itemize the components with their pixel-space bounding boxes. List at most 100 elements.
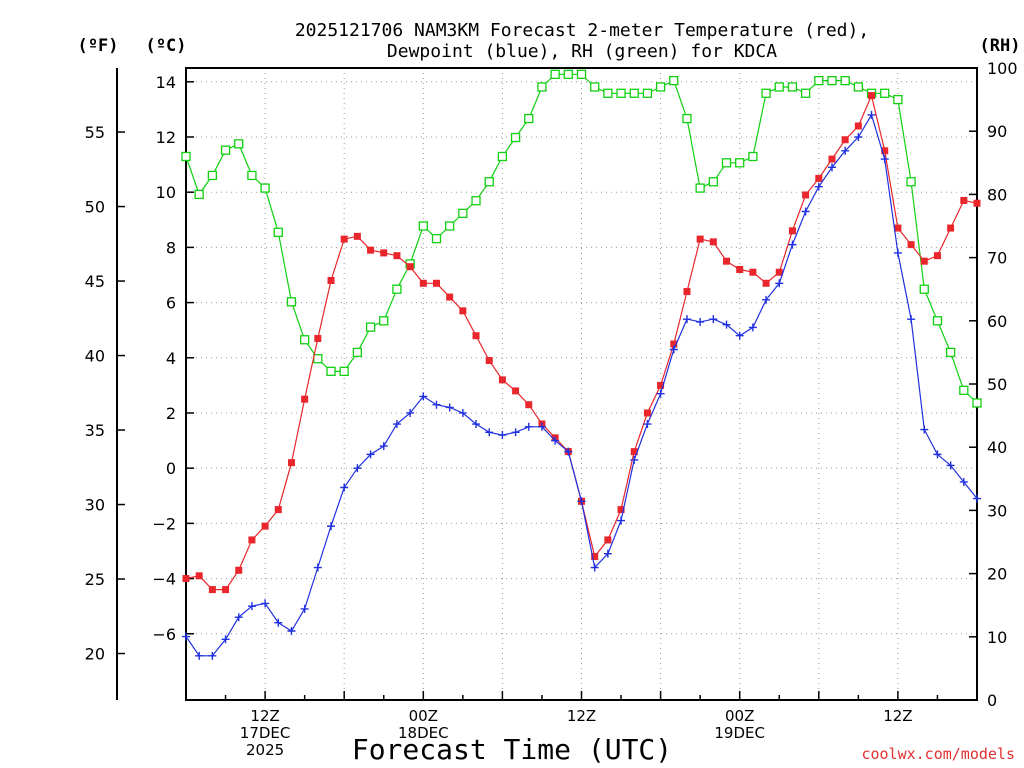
dewpoint-point — [537, 422, 546, 431]
celsius-tick-label: 8 — [166, 238, 176, 257]
rh-point — [524, 113, 534, 124]
temperature-point — [907, 241, 915, 249]
temperature-point — [723, 257, 731, 265]
temperature-point — [815, 174, 823, 182]
rh-point — [379, 316, 389, 326]
rh-point — [299, 335, 310, 345]
dewpoint-point — [669, 345, 678, 354]
rh-point — [972, 398, 982, 408]
time-tick-label: 18DEC — [398, 724, 449, 742]
fahrenheit-axis-label: (ºF) — [78, 36, 119, 56]
dewpoint-point — [854, 132, 863, 141]
temperature-point — [314, 334, 322, 342]
rh-point — [642, 88, 653, 98]
dewpoint-point — [498, 431, 507, 440]
dewpoint-point — [445, 403, 454, 412]
temperature-point — [828, 155, 836, 163]
temperature-point — [380, 249, 388, 257]
dewpoint-point — [814, 182, 823, 191]
rh-point — [919, 284, 929, 294]
temperature-point — [881, 147, 889, 155]
rh-point — [510, 132, 521, 143]
dewpoint-point — [788, 240, 797, 249]
time-tick-label: 00Z — [725, 707, 754, 725]
dewpoint-point — [577, 497, 586, 506]
rh-tick-label: 80 — [987, 185, 1007, 204]
rh-point — [616, 88, 626, 98]
rh-tick-label: 90 — [987, 122, 1007, 141]
dewpoint-point — [893, 248, 902, 257]
dewpoint-point — [748, 323, 757, 332]
dewpoint-point — [841, 146, 850, 155]
temperature-point — [274, 506, 282, 514]
dewpoint-point — [274, 618, 283, 627]
dewpoint-point — [920, 425, 929, 434]
dewpoint-point — [195, 651, 204, 660]
temperature-point — [933, 252, 941, 260]
temperature-point — [525, 401, 533, 409]
time-tick-label: 12Z — [567, 707, 596, 725]
temperature-point — [657, 381, 665, 389]
temperature-point — [643, 409, 651, 417]
dewpoint-point — [907, 315, 916, 324]
time-tick-label: 12Z — [250, 707, 279, 725]
celsius-tick-label: 0 — [166, 459, 176, 478]
rh-point — [590, 82, 600, 92]
dewpoint-point — [340, 483, 349, 492]
rh-point — [893, 94, 903, 105]
rh-point — [431, 233, 442, 244]
dewpoint-point — [590, 563, 599, 572]
dewpoint-point — [392, 420, 401, 429]
time-tick-label: 19DEC — [714, 724, 765, 742]
temperature-point — [947, 224, 955, 232]
temperature-point — [195, 572, 203, 580]
rh-point — [814, 75, 824, 86]
temperature-point — [920, 257, 928, 265]
celsius-tick-label: −4 — [152, 570, 176, 589]
chart-title-line-2: Dewpoint (blue), RH (green) for KDCA — [387, 41, 777, 62]
temperature-point — [894, 224, 902, 232]
credit-text[interactable]: coolwx.com/models — [861, 745, 1015, 763]
temperature-point — [591, 552, 599, 560]
rh-point — [721, 158, 732, 168]
dewpoint-point — [959, 477, 968, 486]
dewpoint-point — [353, 464, 362, 473]
rh-point — [655, 82, 666, 92]
temperature-point — [182, 575, 190, 583]
temperature-point — [459, 307, 467, 315]
temperature-point — [749, 268, 757, 276]
dewpoint-point — [801, 207, 810, 216]
temperature-point — [248, 536, 256, 544]
dewpoint-point — [867, 110, 876, 119]
temperature-point — [696, 235, 704, 243]
temperature-point — [775, 268, 783, 276]
dewpoint-point — [722, 320, 731, 329]
rh-point — [273, 227, 283, 237]
rh-point — [339, 366, 349, 377]
dewpoint-point — [221, 635, 230, 644]
rh-point — [761, 88, 771, 98]
dewpoint-point — [551, 436, 560, 445]
rh-point — [945, 347, 956, 358]
temperature-point — [222, 586, 230, 594]
temperature-point — [736, 265, 744, 273]
dewpoint-point — [880, 155, 889, 164]
dewpoint-series — [182, 110, 981, 660]
temperature-point — [446, 293, 454, 301]
celsius-tick-label: −2 — [152, 514, 176, 533]
dewpoint-point — [472, 420, 481, 429]
temperature-point — [353, 232, 361, 240]
dewpoint-point — [630, 455, 639, 464]
dewpoint-point — [762, 295, 771, 304]
celsius-tick-label: 2 — [166, 404, 176, 423]
temperature-point — [854, 122, 862, 130]
dewpoint-point — [735, 331, 744, 340]
fahrenheit-ticks: 20 25 30 35 40 45 50 55 — [85, 123, 125, 664]
dewpoint-point — [656, 389, 665, 398]
rh-point — [576, 69, 587, 79]
dewpoint-point — [643, 420, 652, 429]
rh-point — [669, 75, 679, 86]
fahrenheit-tick-label: 20 — [85, 645, 105, 664]
dewpoint-point — [313, 563, 322, 572]
